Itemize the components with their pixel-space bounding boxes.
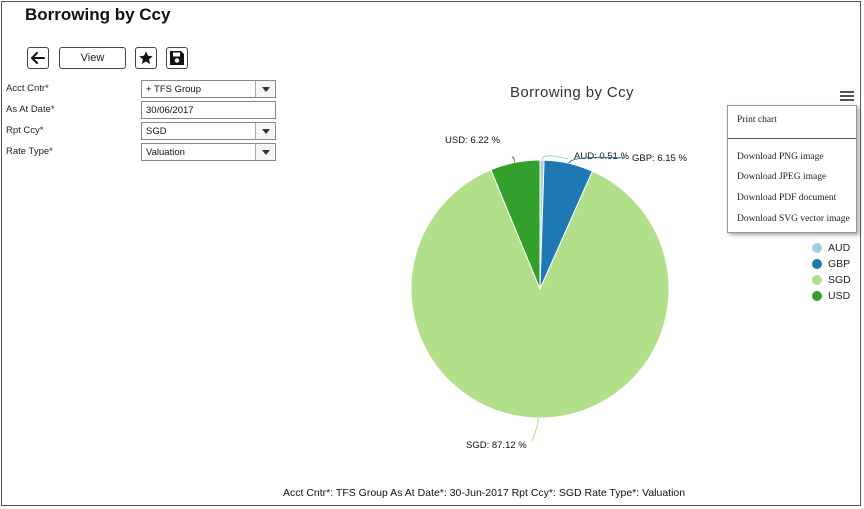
- rpt-ccy-select[interactable]: SGD: [141, 122, 276, 140]
- menu-item-download-svg[interactable]: Download SVG vector image: [737, 214, 850, 224]
- legend-marker: [812, 275, 822, 285]
- menu-item-download-jpeg[interactable]: Download JPEG image: [737, 172, 827, 182]
- chart-title: Borrowing by Ccy: [510, 84, 634, 101]
- chevron-down-icon: [261, 86, 270, 92]
- back-arrow-icon: [31, 52, 45, 64]
- rate-type-select[interactable]: Valuation: [141, 143, 276, 161]
- chevron-down-icon: [261, 149, 270, 155]
- legend-label: SGD: [828, 274, 851, 286]
- rate-type-dropdown-button[interactable]: [255, 144, 275, 160]
- view-button[interactable]: View: [59, 47, 126, 69]
- as-at-date-label: As At Date*: [6, 104, 55, 115]
- legend-item-usd[interactable]: USD: [812, 288, 851, 304]
- rate-type-label: Rate Type*: [6, 146, 53, 157]
- acct-cntr-value: + TFS Group: [146, 84, 202, 95]
- legend-marker: [812, 259, 822, 269]
- menu-item-download-png[interactable]: Download PNG image: [737, 152, 824, 162]
- rate-type-value: Valuation: [146, 147, 185, 158]
- legend-item-gbp[interactable]: GBP: [812, 256, 851, 272]
- chevron-down-icon: [261, 128, 270, 134]
- as-at-date-input[interactable]: 30/06/2017: [141, 101, 276, 119]
- save-button[interactable]: [166, 47, 188, 69]
- star-icon: [139, 51, 153, 64]
- as-at-date-value: 30/06/2017: [146, 105, 194, 116]
- save-icon: [170, 51, 184, 65]
- acct-cntr-select[interactable]: + TFS Group: [141, 80, 276, 98]
- acct-cntr-label: Acct Cntr*: [6, 83, 49, 94]
- legend-label: AUD: [828, 242, 851, 254]
- hamburger-menu-icon: [840, 91, 854, 101]
- page-title: Borrowing by Ccy: [25, 5, 171, 24]
- back-button[interactable]: [27, 47, 49, 69]
- acct-cntr-dropdown-button[interactable]: [255, 81, 275, 97]
- chart-menu-button[interactable]: [838, 88, 856, 104]
- rpt-ccy-label: Rpt Ccy*: [6, 125, 44, 136]
- legend-item-aud[interactable]: AUD: [812, 240, 851, 256]
- filter-summary: Acct Cntr*: TFS Group As At Date*: 30-Ju…: [283, 487, 686, 499]
- legend-marker: [812, 291, 822, 301]
- favorite-button[interactable]: [135, 47, 157, 69]
- rpt-ccy-dropdown-button[interactable]: [255, 123, 275, 139]
- legend-marker: [812, 243, 822, 253]
- chart-legend: AUD GBP SGD USD: [812, 240, 851, 304]
- rpt-ccy-value: SGD: [146, 126, 167, 137]
- legend-item-sgd[interactable]: SGD: [812, 272, 851, 288]
- menu-item-download-pdf[interactable]: Download PDF document: [737, 193, 837, 203]
- menu-item-print-chart[interactable]: Print chart: [737, 115, 777, 125]
- menu-divider: [728, 138, 856, 139]
- export-menu: Print chart Download PNG image Download …: [727, 105, 857, 233]
- legend-label: GBP: [828, 258, 851, 270]
- legend-label: USD: [828, 290, 851, 302]
